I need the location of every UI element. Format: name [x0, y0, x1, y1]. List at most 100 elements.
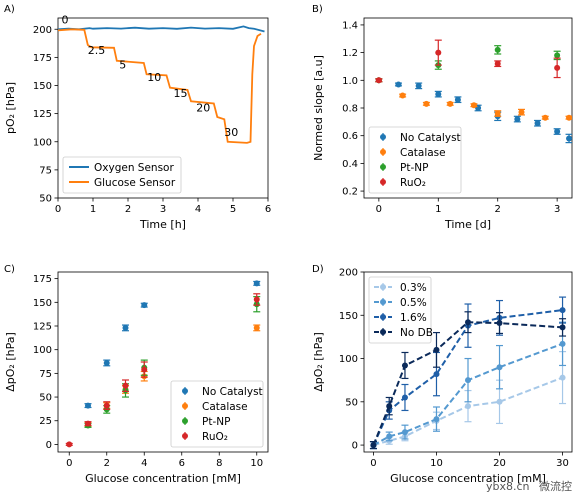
- data-point: [253, 280, 260, 287]
- data-point: [454, 96, 461, 103]
- legend-box: [368, 276, 432, 344]
- data-point: [566, 135, 572, 142]
- series-line: [58, 28, 262, 144]
- y-tick-label: 100: [33, 137, 52, 148]
- legend: No Catalyst Catalase Pt-NP RuO₂: [368, 126, 462, 194]
- x-tick-label: 6: [265, 204, 271, 215]
- y-tick-label: 150: [33, 298, 52, 309]
- x-tick-label: 20: [493, 458, 506, 469]
- legend-marker: [380, 284, 386, 290]
- x-tick-label: 1: [435, 204, 441, 215]
- panel-label: B): [312, 4, 323, 15]
- data-point: [559, 374, 566, 381]
- legend-marker: [182, 403, 188, 409]
- x-tick-label: 0: [376, 204, 382, 215]
- step-annotation: 2.5: [88, 44, 106, 57]
- legend-marker: [380, 179, 386, 185]
- data-point: [465, 377, 471, 384]
- data-point: [559, 340, 566, 347]
- panel-label: D): [312, 264, 324, 275]
- series-ruo: [65, 293, 261, 448]
- x-axis-label: Glucose concentration [mM]: [390, 472, 546, 485]
- x-tick-label: 8: [216, 458, 222, 469]
- data-point: [253, 324, 260, 331]
- x-tick-label: 4: [141, 458, 147, 469]
- series-nodb: [369, 311, 567, 450]
- y-tick-label: 50: [39, 393, 52, 404]
- legend-label: Catalase: [202, 401, 248, 413]
- data-point: [566, 114, 572, 121]
- y-tick-label: 200: [33, 25, 52, 36]
- data-point: [401, 429, 408, 436]
- legend-label: Glucose Sensor: [94, 177, 176, 189]
- y-tick-label: 175: [33, 274, 52, 285]
- x-tick-label: 2: [125, 204, 131, 215]
- y-axis-label: Normed slope [a.u]: [312, 55, 325, 161]
- y-tick-label: 0: [352, 441, 358, 452]
- y-tick-label: 0.2: [342, 187, 358, 198]
- legend-label: No Catalyst: [202, 386, 263, 398]
- data-point: [122, 382, 129, 389]
- legend-marker: [380, 149, 386, 155]
- data-point: [401, 362, 408, 369]
- legend-marker: [182, 388, 188, 394]
- watermark-account: 微流控: [539, 480, 572, 493]
- x-tick-label: 4: [195, 204, 201, 215]
- legend-label: Catalase: [400, 147, 446, 159]
- data-point: [386, 433, 393, 440]
- step-annotation: 5: [119, 59, 126, 72]
- panel-d: D) 0 10 20 30 0 50 100 150 200 Glucose concentrati…: [312, 264, 573, 485]
- data-point: [122, 324, 129, 331]
- y-axis-label: pO₂ [hPa]: [4, 82, 17, 134]
- data-point: [465, 319, 471, 326]
- x-tick-label: 5: [230, 204, 236, 215]
- x-tick-label: 10: [250, 458, 263, 469]
- plot-area: [375, 39, 572, 144]
- y-tick-label: 175: [33, 53, 52, 64]
- legend-label: 1.6%: [400, 312, 427, 324]
- legend-marker: [182, 433, 188, 439]
- legend-label: RuO₂: [202, 431, 228, 443]
- x-tick-label: 3: [554, 204, 560, 215]
- y-tick-label: 50: [39, 194, 52, 205]
- x-tick-label: 6: [179, 458, 185, 469]
- step-annotation: 20: [196, 101, 210, 114]
- step-annotation: 0: [62, 14, 69, 27]
- x-axis-label: Glucose concentration [mM]: [85, 472, 241, 485]
- data-point: [559, 307, 566, 314]
- data-point: [103, 359, 110, 366]
- data-point: [433, 346, 440, 353]
- data-point: [66, 441, 73, 448]
- plot-area: [369, 296, 567, 450]
- panel-label: C): [4, 264, 15, 275]
- legend-marker: [182, 418, 188, 424]
- y-tick-label: 100: [33, 345, 52, 356]
- y-tick-label: 50: [345, 397, 358, 408]
- plot-area: [58, 25, 265, 144]
- legend-box: [368, 126, 462, 194]
- data-point: [496, 364, 503, 371]
- data-point: [554, 52, 561, 59]
- data-point: [465, 403, 471, 410]
- data-point: [554, 128, 561, 135]
- legend: No Catalyst Catalase Pt-NP RuO₂: [170, 380, 264, 448]
- x-tick-label: 30: [556, 458, 569, 469]
- legend-label: 0.3%: [400, 282, 427, 294]
- y-tick-label: 1.2: [342, 48, 358, 59]
- x-tick-label: 0: [370, 458, 376, 469]
- data-point: [253, 296, 260, 303]
- series-ruo: [375, 39, 561, 84]
- data-point: [542, 114, 549, 121]
- y-tick-label: 0.8: [342, 104, 358, 115]
- legend-box: [170, 380, 264, 448]
- legend-marker: [380, 329, 386, 335]
- data-point: [534, 120, 541, 127]
- data-point: [141, 366, 148, 373]
- series-catalase: [375, 77, 572, 121]
- legend-label: 0.5%: [400, 297, 427, 309]
- legend-marker: [380, 314, 386, 320]
- data-point: [395, 81, 402, 88]
- series-nocatalyst: [84, 280, 261, 409]
